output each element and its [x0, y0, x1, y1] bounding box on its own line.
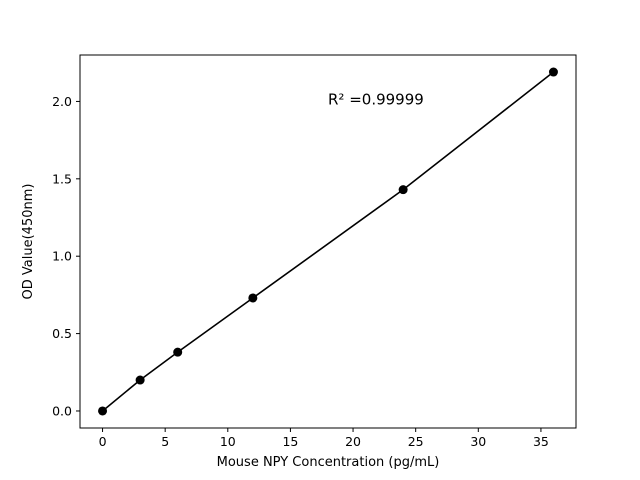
y-axis-label: OD Value(450nm): [21, 184, 36, 300]
data-point: [173, 347, 183, 357]
x-tick-label: 10: [220, 434, 236, 449]
y-tick-label: 2.0: [52, 94, 72, 109]
x-tick-label: 0: [99, 434, 107, 449]
y-tick-label: 0.0: [52, 403, 72, 418]
r-squared-annotation: R² =0.99999: [328, 91, 424, 109]
axes-spines: [79, 54, 577, 429]
y-tick-label: 0.5: [52, 326, 72, 341]
x-tick-label: 5: [161, 434, 169, 449]
data-point: [135, 375, 145, 385]
y-tick-label: 1.0: [52, 249, 72, 264]
data-point: [398, 185, 408, 195]
data-point: [548, 67, 558, 77]
x-tick-label: 15: [282, 434, 298, 449]
x-axis-label: Mouse NPY Concentration (pg/mL): [217, 455, 440, 470]
fit-line: [101, 71, 555, 412]
x-tick-label: 20: [345, 434, 361, 449]
data-point: [98, 406, 108, 416]
data-point: [248, 293, 258, 303]
x-tick-label: 25: [408, 434, 424, 449]
x-tick-label: 30: [470, 434, 486, 449]
y-tick-label: 1.5: [52, 171, 72, 186]
x-tick-label: 35: [533, 434, 549, 449]
